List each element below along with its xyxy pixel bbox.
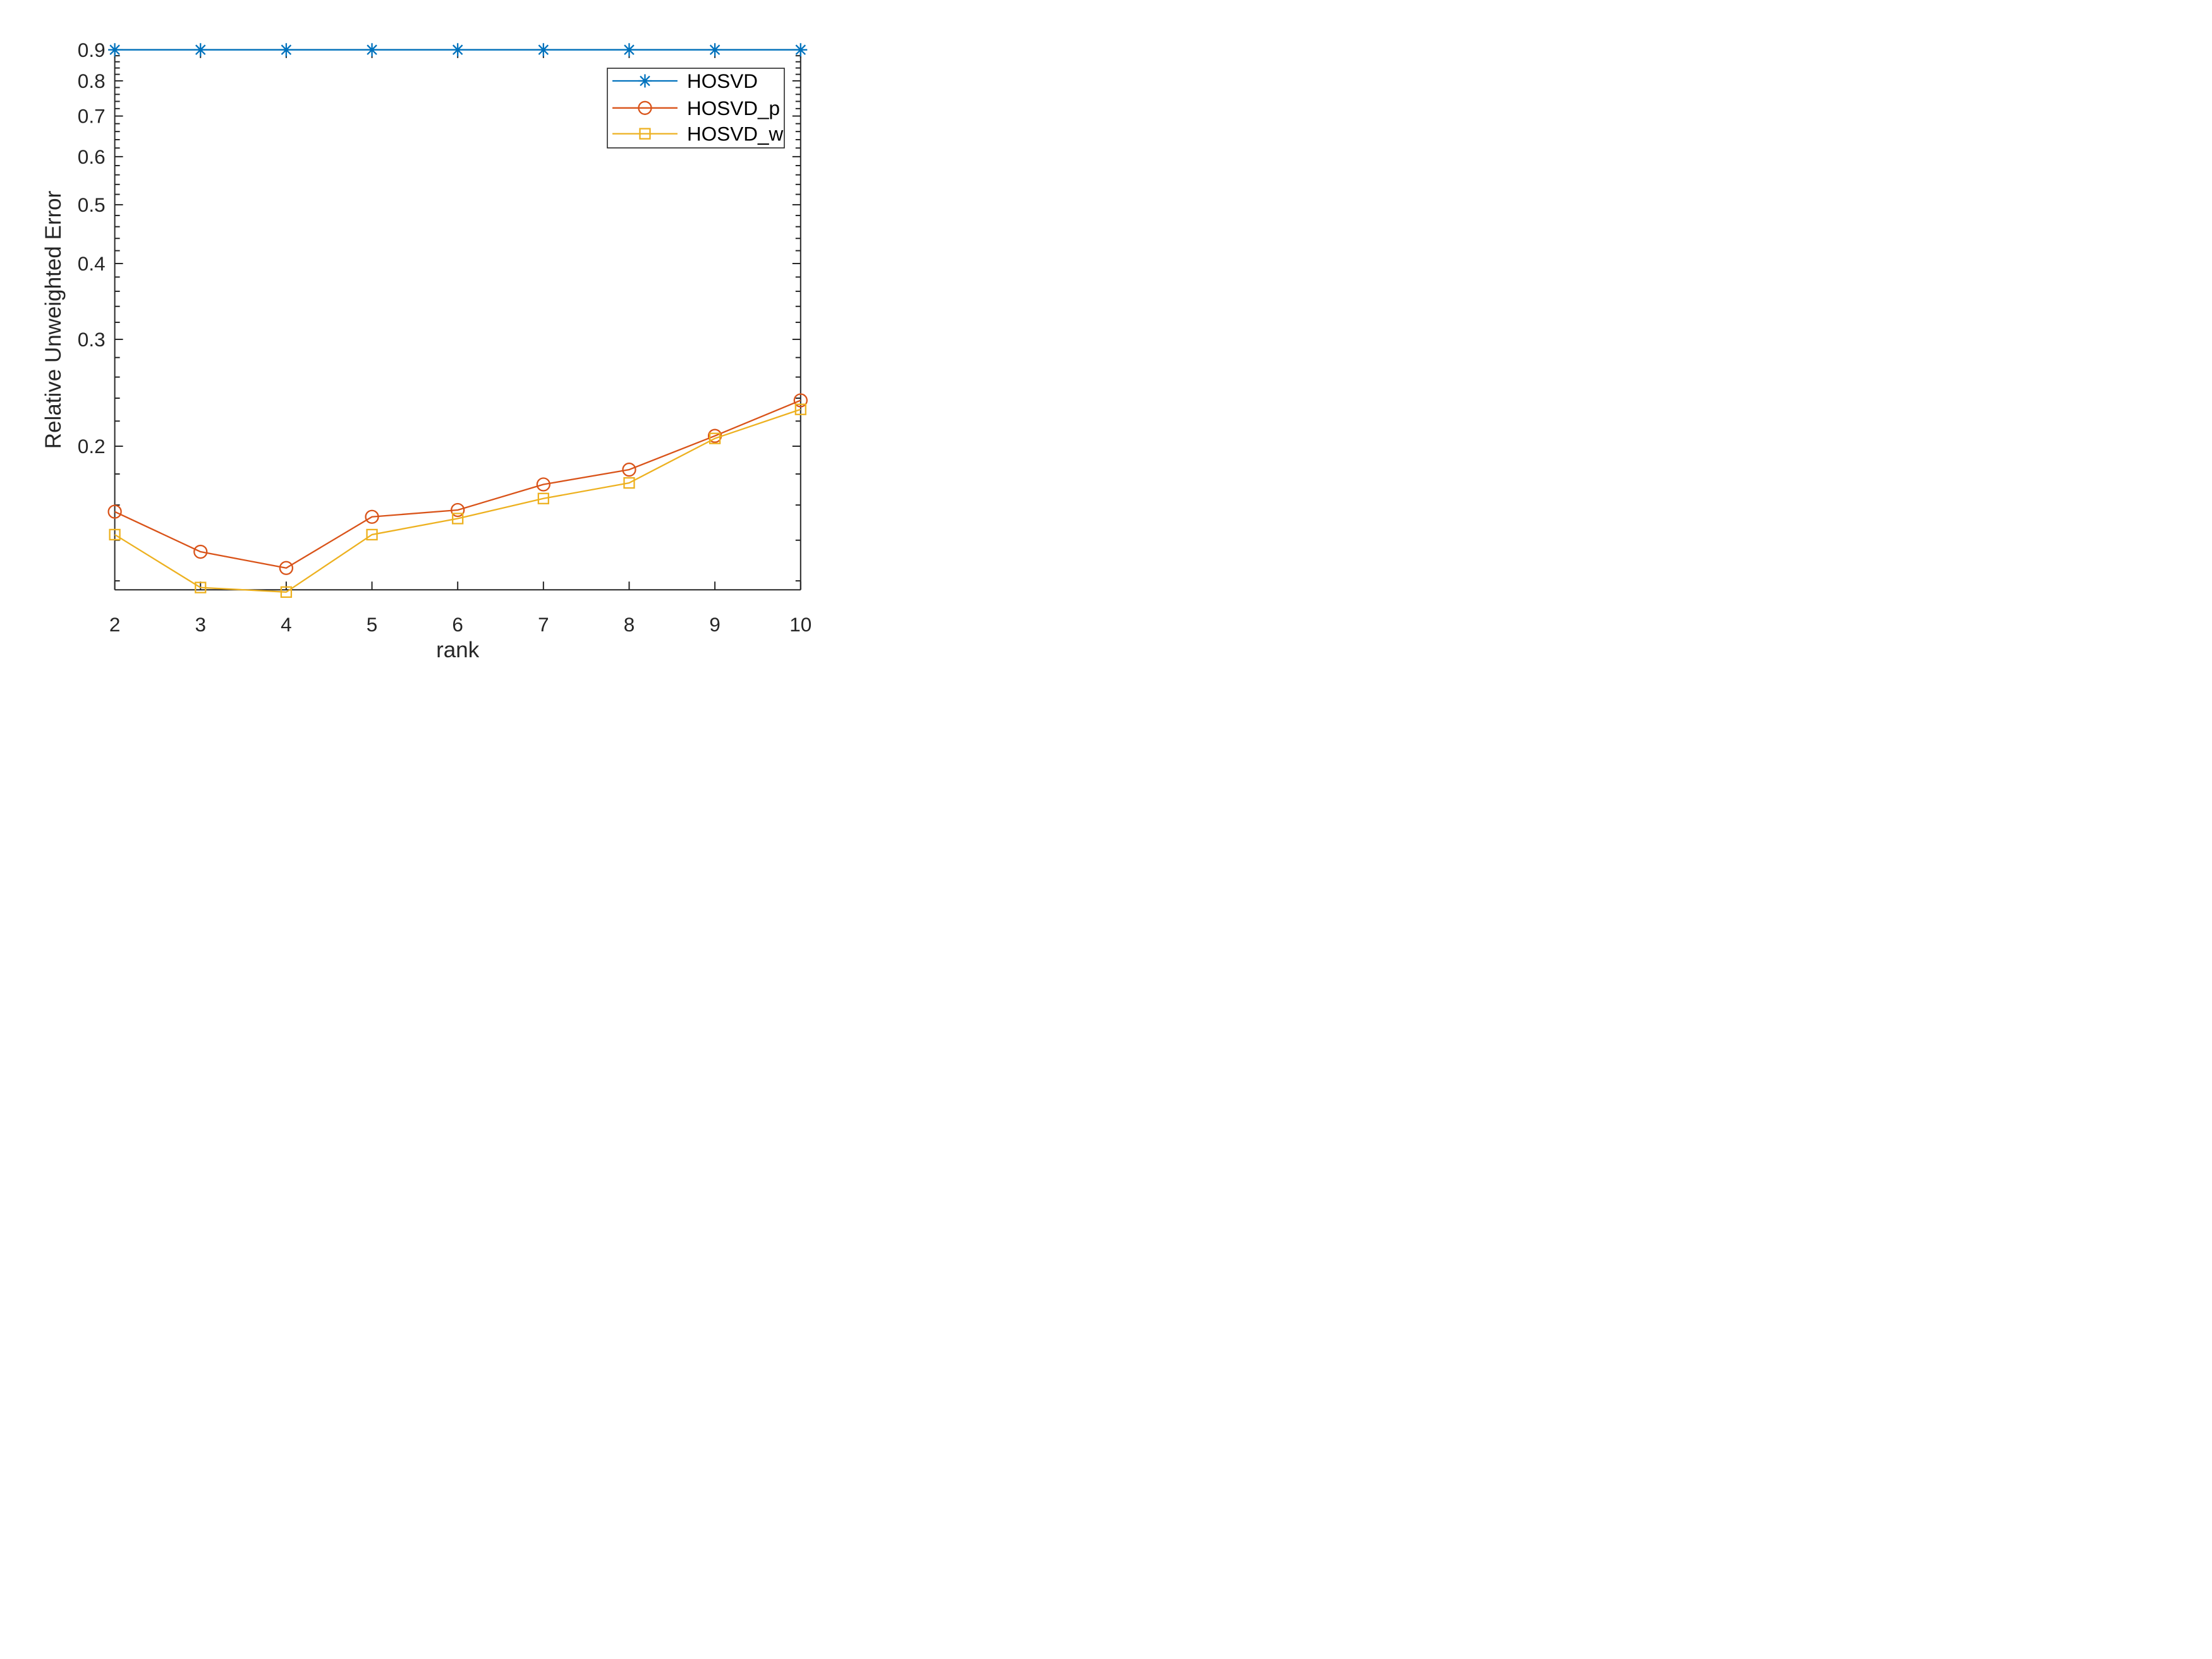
y-tick-label: 0.2	[78, 435, 106, 458]
y-tick-label: 0.9	[78, 39, 106, 61]
y-tick-label: 0.8	[78, 70, 106, 92]
y-tick-label: 0.3	[78, 328, 106, 351]
y-tick-label: 0.6	[78, 145, 106, 168]
square-marker	[639, 128, 651, 140]
y-tick-label: 0.4	[78, 252, 106, 275]
circle-marker	[107, 504, 122, 519]
circle-marker	[638, 100, 652, 115]
x-tick-label: 6	[452, 613, 463, 636]
x-tick-label: 5	[367, 613, 378, 636]
matlab-figure: 0.2 0.3 0.4 0.5 0.6 0.7 0.8 0.9 2 3 4 5 6 7 8 9 10 rank Re…	[0, 0, 885, 664]
x-tick-label: 9	[709, 613, 720, 636]
square-marker	[794, 403, 806, 415]
square-marker	[452, 513, 464, 525]
x-tick-label: 7	[538, 613, 549, 636]
square-marker	[109, 528, 121, 541]
legend-entry-label: HOSVD	[687, 70, 758, 92]
legend-entry-label: HOSVD_w	[687, 123, 784, 145]
asterisk-marker	[452, 44, 463, 56]
series-line-HOSVD_w	[114, 408, 801, 593]
circle-marker	[365, 509, 379, 524]
asterisk-marker	[281, 44, 292, 56]
circle-marker	[622, 462, 636, 477]
square-marker	[195, 581, 207, 593]
asterisk-marker	[624, 44, 635, 56]
y-axis-label: Relative Unweighted Error	[41, 190, 66, 449]
square-marker	[623, 477, 635, 489]
asterisk-marker	[709, 44, 720, 56]
legend-entry-label: HOSVD_p	[687, 97, 780, 119]
y-tick-label: 0.7	[78, 105, 106, 128]
circle-marker	[193, 544, 208, 559]
x-tick-label: 3	[195, 613, 206, 636]
x-axis-label: rank	[436, 638, 480, 662]
square-marker	[366, 528, 378, 541]
y-tick-label: 0.5	[78, 193, 106, 216]
x-tick-label: 4	[281, 613, 292, 636]
asterisk-marker	[195, 44, 206, 56]
circle-marker	[793, 393, 808, 408]
circle-marker	[279, 561, 294, 575]
circle-marker	[536, 477, 550, 492]
square-marker	[537, 492, 549, 504]
circle-marker	[451, 502, 465, 518]
asterisk-marker	[795, 44, 806, 56]
chart-canvas: 0.2 0.3 0.4 0.5 0.6 0.7 0.8 0.9 2 3 4 5 6 7 8 9 10 rank Re…	[41, 39, 811, 662]
square-marker	[280, 586, 293, 598]
asterisk-marker	[109, 44, 120, 56]
x-tick-label: 2	[109, 613, 121, 636]
asterisk-marker	[640, 75, 650, 87]
square-marker	[709, 432, 721, 444]
asterisk-marker	[367, 44, 377, 56]
x-tick-label: 8	[624, 613, 635, 636]
asterisk-marker	[538, 44, 549, 56]
x-tick-label: 10	[789, 613, 811, 636]
series-line-HOSVD_p	[114, 399, 801, 569]
